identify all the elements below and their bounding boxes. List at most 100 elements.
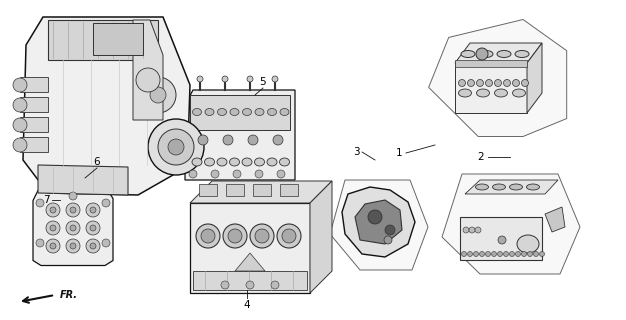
Circle shape	[46, 239, 60, 253]
Polygon shape	[193, 271, 307, 290]
Circle shape	[13, 78, 27, 92]
Circle shape	[70, 207, 76, 213]
Polygon shape	[330, 180, 428, 270]
Circle shape	[480, 252, 485, 257]
Circle shape	[46, 221, 60, 235]
Circle shape	[272, 76, 278, 82]
Circle shape	[458, 79, 466, 86]
Text: 1: 1	[396, 148, 403, 158]
Circle shape	[70, 225, 76, 231]
Ellipse shape	[193, 108, 202, 116]
Circle shape	[473, 252, 478, 257]
Polygon shape	[342, 187, 415, 257]
Circle shape	[385, 225, 395, 235]
Circle shape	[255, 170, 263, 178]
Circle shape	[246, 281, 254, 289]
Bar	[20, 137, 48, 152]
Circle shape	[197, 76, 203, 82]
Circle shape	[533, 252, 538, 257]
Circle shape	[277, 224, 301, 248]
Ellipse shape	[476, 184, 488, 190]
Ellipse shape	[493, 184, 506, 190]
Circle shape	[50, 225, 56, 231]
Circle shape	[510, 252, 515, 257]
Circle shape	[86, 203, 100, 217]
Polygon shape	[455, 63, 527, 113]
Circle shape	[469, 227, 475, 233]
Polygon shape	[190, 181, 332, 203]
Circle shape	[476, 79, 483, 86]
Bar	[20, 97, 48, 112]
Bar	[199, 184, 217, 196]
Circle shape	[528, 252, 533, 257]
Ellipse shape	[526, 184, 540, 190]
Circle shape	[150, 87, 166, 103]
Circle shape	[282, 229, 296, 243]
Ellipse shape	[476, 89, 490, 97]
Bar	[20, 77, 48, 92]
Ellipse shape	[205, 158, 215, 166]
Circle shape	[211, 170, 219, 178]
Ellipse shape	[517, 235, 539, 253]
Circle shape	[102, 239, 110, 247]
Circle shape	[50, 243, 56, 249]
Circle shape	[70, 243, 76, 249]
Ellipse shape	[279, 158, 289, 166]
Circle shape	[233, 170, 241, 178]
Circle shape	[223, 224, 247, 248]
Circle shape	[255, 229, 269, 243]
Text: 6: 6	[94, 157, 100, 167]
Text: 3: 3	[352, 147, 359, 157]
Circle shape	[102, 199, 110, 207]
Circle shape	[468, 79, 475, 86]
Polygon shape	[545, 207, 565, 232]
Polygon shape	[465, 180, 558, 194]
Polygon shape	[455, 43, 542, 63]
Circle shape	[90, 243, 96, 249]
Bar	[253, 184, 271, 196]
Circle shape	[221, 281, 229, 289]
Circle shape	[228, 229, 242, 243]
Circle shape	[148, 119, 204, 175]
Ellipse shape	[513, 89, 525, 97]
Circle shape	[248, 135, 258, 145]
Circle shape	[273, 135, 283, 145]
Ellipse shape	[242, 108, 252, 116]
Circle shape	[196, 224, 220, 248]
Circle shape	[513, 79, 520, 86]
Ellipse shape	[497, 51, 511, 58]
Ellipse shape	[267, 158, 277, 166]
Polygon shape	[190, 203, 310, 293]
Circle shape	[69, 192, 77, 200]
Circle shape	[90, 207, 96, 213]
Polygon shape	[310, 181, 332, 293]
Circle shape	[168, 139, 184, 155]
Circle shape	[223, 135, 233, 145]
Circle shape	[271, 281, 279, 289]
Polygon shape	[429, 20, 567, 137]
Polygon shape	[185, 90, 295, 180]
Polygon shape	[235, 253, 265, 271]
Polygon shape	[38, 165, 128, 195]
Circle shape	[498, 252, 503, 257]
Circle shape	[503, 79, 510, 86]
Circle shape	[201, 229, 215, 243]
Circle shape	[90, 225, 96, 231]
Circle shape	[66, 239, 80, 253]
Circle shape	[491, 252, 496, 257]
Circle shape	[503, 252, 508, 257]
Circle shape	[86, 239, 100, 253]
Polygon shape	[527, 43, 542, 113]
Bar	[280, 184, 298, 196]
Circle shape	[136, 68, 160, 92]
Circle shape	[468, 252, 473, 257]
Circle shape	[189, 170, 197, 178]
Ellipse shape	[280, 108, 289, 116]
Text: 7: 7	[43, 195, 49, 205]
Circle shape	[250, 224, 274, 248]
Ellipse shape	[461, 51, 475, 58]
Circle shape	[368, 210, 382, 224]
Circle shape	[198, 135, 208, 145]
Bar	[20, 117, 48, 132]
Ellipse shape	[510, 184, 523, 190]
